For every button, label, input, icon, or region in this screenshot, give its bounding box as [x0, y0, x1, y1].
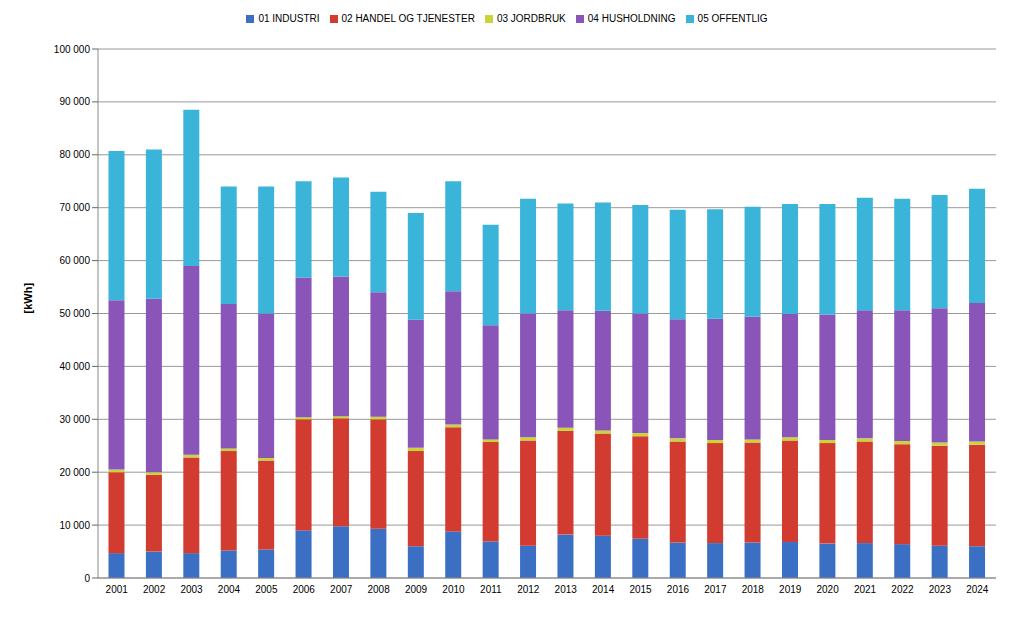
svg-text:2010: 2010	[442, 584, 465, 595]
html-text:03 JORDBRUK: 03 JORDBRUK	[496, 13, 566, 24]
svg-text:2004: 2004	[218, 584, 241, 595]
svg-text:2020: 2020	[817, 584, 840, 595]
svg-text:2006: 2006	[293, 584, 316, 595]
html-text:02 HANDEL OG TJENESTER: 02 HANDEL OG TJENESTER	[341, 13, 475, 24]
svg-text:2011: 2011	[480, 584, 502, 595]
svg-text:10 000: 10 000	[59, 520, 90, 531]
html-text:04 HUSHOLDNING: 04 HUSHOLDNING	[587, 13, 676, 24]
svg-text:[kWh]: [kWh]	[22, 283, 34, 314]
svg-text:70 000: 70 000	[59, 202, 90, 213]
svg-text:2009: 2009	[405, 584, 428, 595]
svg-text:0: 0	[84, 573, 90, 584]
svg-text:50 000: 50 000	[59, 308, 90, 319]
svg-text:2015: 2015	[629, 584, 652, 595]
svg-text:2022: 2022	[891, 584, 914, 595]
html-text:05 OFFENTLIG: 05 OFFENTLIG	[697, 13, 768, 24]
svg-text:2023: 2023	[929, 584, 952, 595]
svg-text:2002: 2002	[143, 584, 166, 595]
svg-text:40 000: 40 000	[59, 361, 90, 372]
svg-text:2016: 2016	[667, 584, 690, 595]
svg-text:2013: 2013	[555, 584, 578, 595]
svg-text:2017: 2017	[704, 584, 727, 595]
svg-text:2019: 2019	[779, 584, 802, 595]
svg-text:60 000: 60 000	[59, 255, 90, 266]
svg-text:2024: 2024	[966, 584, 989, 595]
svg-text:2014: 2014	[592, 584, 615, 595]
svg-text:2007: 2007	[330, 584, 353, 595]
svg-text:2008: 2008	[368, 584, 391, 595]
svg-text:30 000: 30 000	[59, 414, 90, 425]
svg-text:2005: 2005	[255, 584, 278, 595]
html-text:01 INDUSTRI: 01 INDUSTRI	[258, 13, 320, 24]
svg-text:2003: 2003	[180, 584, 203, 595]
svg-text:2012: 2012	[517, 584, 540, 595]
svg-text:2001: 2001	[106, 584, 129, 595]
svg-text:2018: 2018	[742, 584, 765, 595]
svg-text:20 000: 20 000	[59, 467, 90, 478]
svg-text:80 000: 80 000	[59, 149, 90, 160]
svg-text:2021: 2021	[854, 584, 877, 595]
svg-text:90 000: 90 000	[59, 96, 90, 107]
svg-text:100 000: 100 000	[54, 44, 91, 55]
